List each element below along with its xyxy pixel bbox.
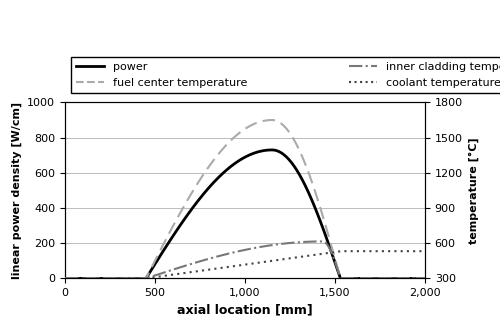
Legend: power, fuel center temperature, inner cladding temperature, coolant temperature: power, fuel center temperature, inner cl… bbox=[70, 57, 500, 93]
Y-axis label: temperature [°C]: temperature [°C] bbox=[468, 137, 478, 244]
X-axis label: axial location [mm]: axial location [mm] bbox=[177, 304, 313, 317]
Y-axis label: linear power density [W/cm]: linear power density [W/cm] bbox=[12, 102, 22, 279]
